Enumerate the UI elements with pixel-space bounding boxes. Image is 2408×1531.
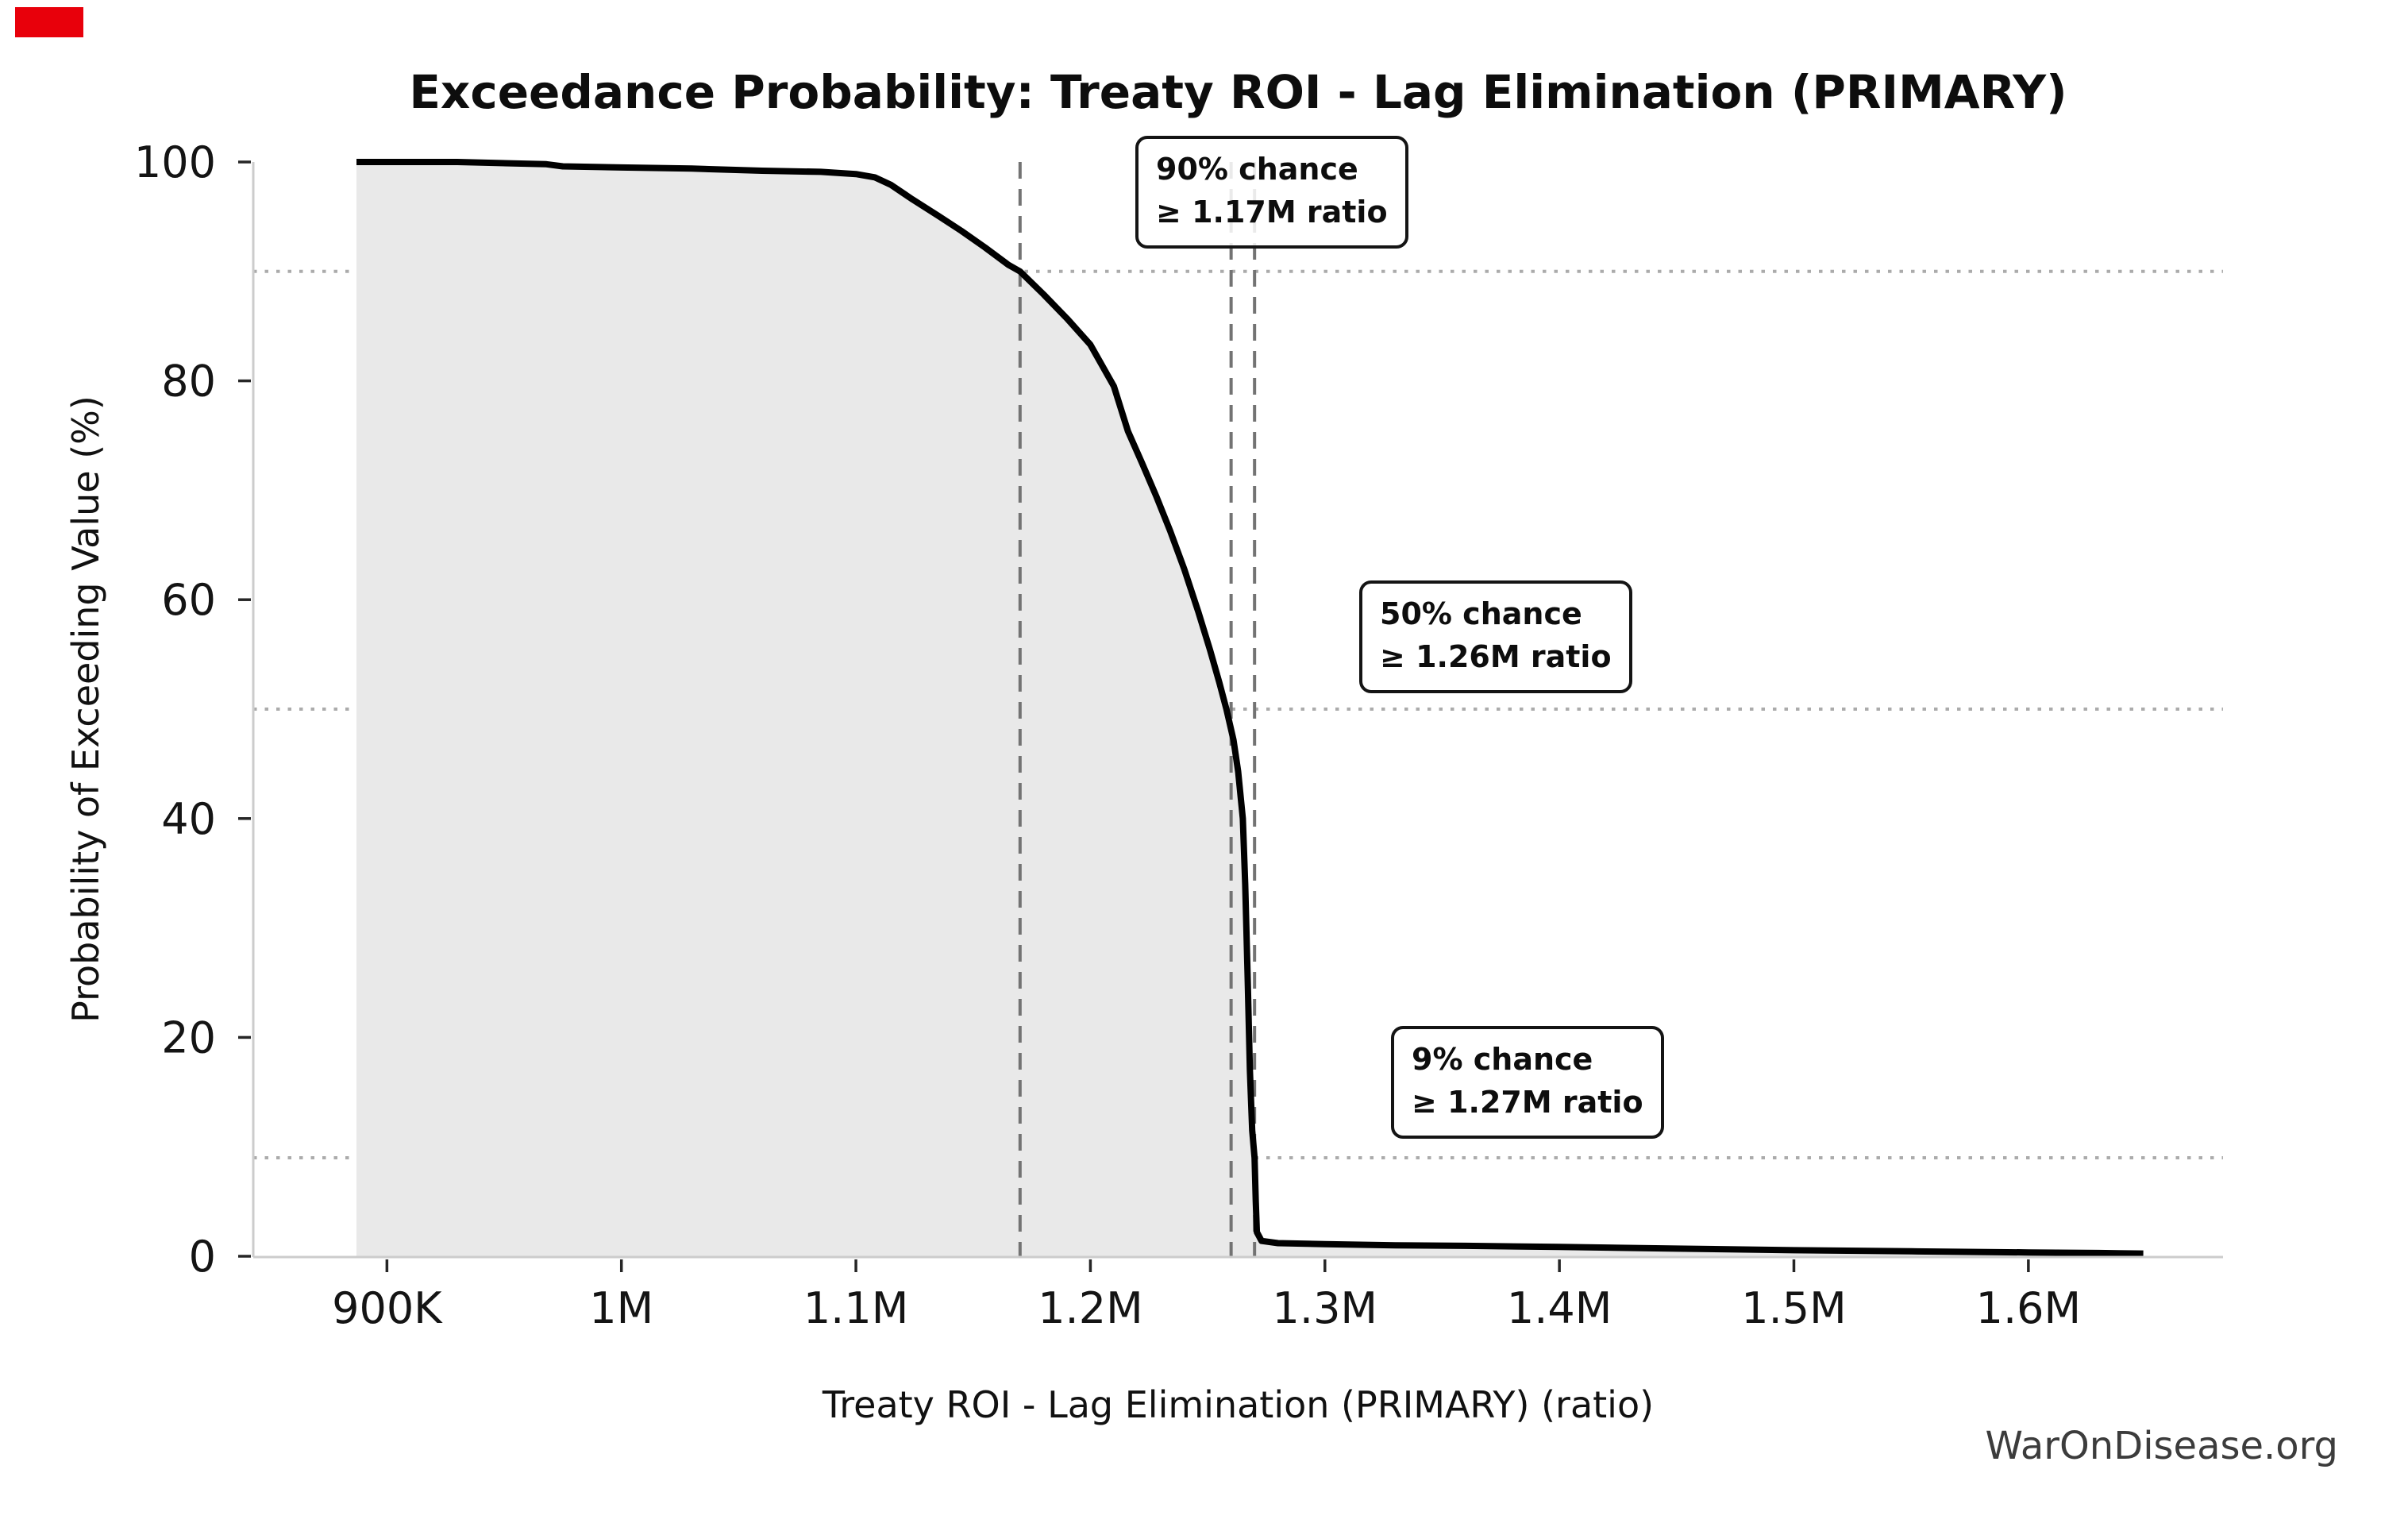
x-tick-label-1.1M: 1.1M: [803, 1283, 908, 1333]
axis-spines: [252, 162, 2223, 1259]
red-corner-marker: [15, 7, 83, 37]
x-tick-label-1.3M: 1.3M: [1273, 1283, 1377, 1333]
y-tick-label-60: 60: [161, 575, 216, 625]
annotation-90-line1: 90% chance: [1156, 152, 1358, 187]
annotation-9-line2: ≥ 1.27M ratio: [1412, 1084, 1643, 1120]
exceedance-curve: [356, 159, 2144, 1257]
threshold-vlines: [1018, 162, 1257, 1257]
x-tick-labels: 900K 1M 1.1M 1.2M 1.3M 1.4M 1.5M 1.6M: [332, 1283, 2081, 1333]
watermark: WarOnDisease.org: [1985, 1424, 2338, 1468]
y-tick-label-20: 20: [161, 1012, 216, 1062]
y-tick-label-0: 0: [189, 1232, 216, 1282]
annotation-50-line2: ≥ 1.26M ratio: [1380, 638, 1612, 674]
annotation-9-percent: 9% chance ≥ 1.27M ratio: [1391, 1026, 1664, 1139]
x-tick-label-1.2M: 1.2M: [1038, 1283, 1142, 1333]
x-tick-label-1.6M: 1.6M: [1976, 1283, 2081, 1333]
annotation-90-line2: ≥ 1.17M ratio: [1156, 194, 1388, 229]
x-tick-label-1.4M: 1.4M: [1507, 1283, 1612, 1333]
annotation-50-percent: 50% chance ≥ 1.26M ratio: [1359, 580, 1632, 693]
y-tick-label-100: 100: [134, 137, 216, 187]
curve-fill-area: [356, 162, 2144, 1256]
annotation-9-line1: 9% chance: [1412, 1042, 1593, 1077]
y-axis-label: Probability of Exceeding Value (%): [64, 395, 107, 1023]
y-tick-label-80: 80: [161, 357, 216, 407]
x-tick-label-1M: 1M: [589, 1283, 653, 1333]
y-tick-label-40: 40: [161, 794, 216, 844]
x-tick-label-900K: 900K: [332, 1283, 443, 1333]
annotation-90-percent: 90% chance ≥ 1.17M ratio: [1135, 136, 1408, 249]
chart-title: Exceedance Probability: Treaty ROI - Lag…: [409, 65, 2067, 119]
axis-tick-marks: [238, 160, 2030, 1272]
annotation-50-line1: 50% chance: [1380, 596, 1582, 631]
x-axis-label: Treaty ROI - Lag Elimination (PRIMARY) (…: [822, 1383, 1655, 1426]
x-tick-label-1.5M: 1.5M: [1741, 1283, 1846, 1333]
y-tick-labels: 0 20 40 60 80 100: [134, 137, 216, 1282]
